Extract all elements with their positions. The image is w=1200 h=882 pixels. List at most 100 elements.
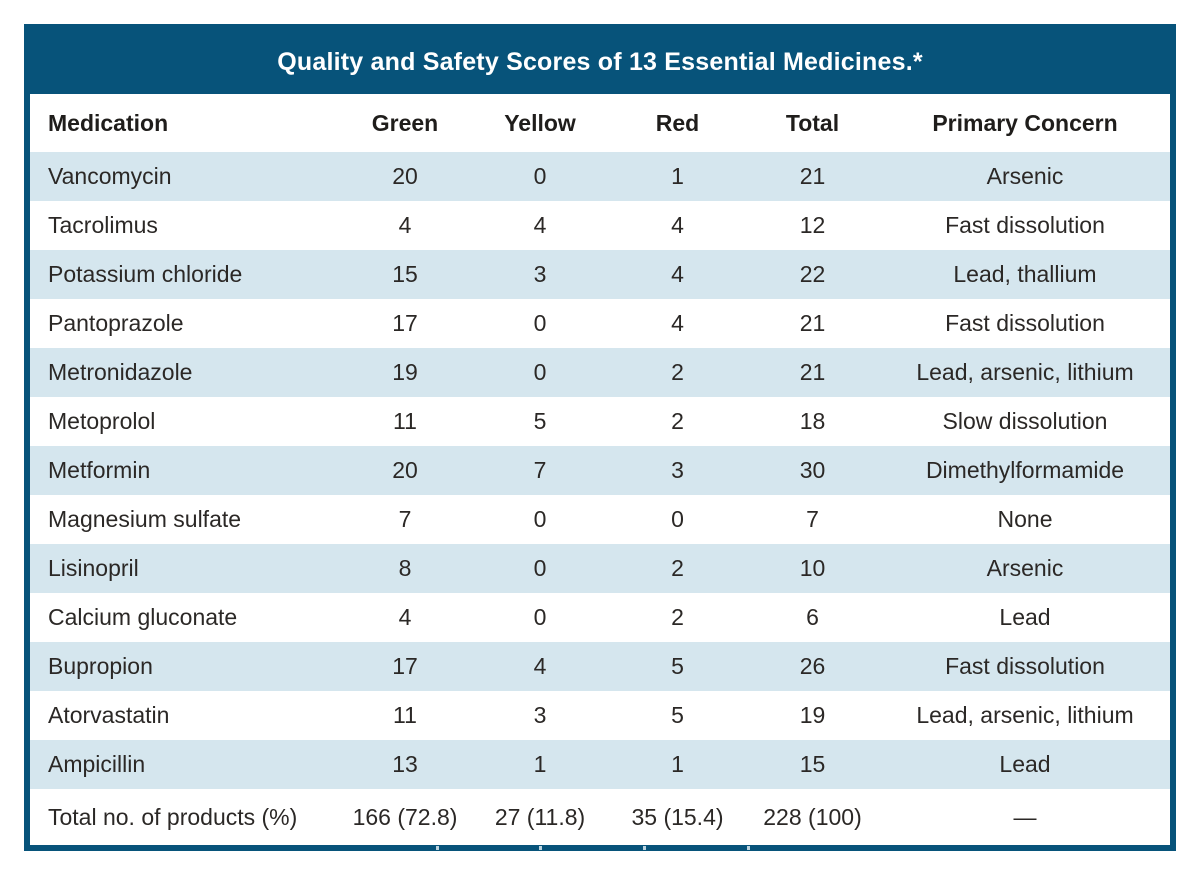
cell-red: 35 (15.4) <box>610 789 745 845</box>
table-row: Atorvastatin 11 3 5 19 Lead, arsenic, lithium <box>30 691 1170 740</box>
column-header-medication: Medication <box>30 94 340 152</box>
cell-primary-concern: Lead <box>880 593 1170 642</box>
table-row: Calcium gluconate 4 0 2 6 Lead <box>30 593 1170 642</box>
table-row: Magnesium sulfate 7 0 0 7 None <box>30 495 1170 544</box>
cell-total: 22 <box>745 250 880 299</box>
cell-primary-concern: — <box>880 789 1170 845</box>
cell-green: 17 <box>340 642 470 691</box>
cell-yellow: 4 <box>470 201 610 250</box>
cell-total: 228 (100) <box>745 789 880 845</box>
cell-total: 19 <box>745 691 880 740</box>
cell-medication: Lisinopril <box>30 544 340 593</box>
cell-green: 166 (72.8) <box>340 789 470 845</box>
cell-green: 19 <box>340 348 470 397</box>
cell-medication: Pantoprazole <box>30 299 340 348</box>
cell-total: 21 <box>745 299 880 348</box>
header-row: Medication Green Yellow Red Total Primar… <box>30 94 1170 152</box>
table-body: Vancomycin 20 0 1 21 Arsenic Tacrolimus 4 4 4 12 Fa… <box>30 152 1170 845</box>
cell-yellow: 3 <box>470 691 610 740</box>
table-row: Ampicillin 13 1 1 15 Lead <box>30 740 1170 789</box>
column-header-red: Red <box>610 94 745 152</box>
table-title-band: Quality and Safety Scores of 13 Essentia… <box>30 30 1170 94</box>
table-row: Metformin 20 7 3 30 Dimethylformamide <box>30 446 1170 495</box>
cell-total: 15 <box>745 740 880 789</box>
cell-red: 2 <box>610 544 745 593</box>
cell-yellow: 5 <box>470 397 610 446</box>
cell-yellow: 4 <box>470 642 610 691</box>
cell-medication: Metronidazole <box>30 348 340 397</box>
cell-red: 0 <box>610 495 745 544</box>
cell-red: 2 <box>610 593 745 642</box>
column-header-total: Total <box>745 94 880 152</box>
cell-total: 21 <box>745 348 880 397</box>
cell-yellow: 0 <box>470 495 610 544</box>
bottom-border-tick <box>436 846 439 850</box>
column-header-primary-concern: Primary Concern <box>880 94 1170 152</box>
cell-green: 4 <box>340 201 470 250</box>
medicines-table-card: Quality and Safety Scores of 13 Essentia… <box>24 24 1176 851</box>
cell-green: 20 <box>340 152 470 201</box>
table-row: Potassium chloride 15 3 4 22 Lead, thallium <box>30 250 1170 299</box>
cell-medication: Ampicillin <box>30 740 340 789</box>
cell-medication: Potassium chloride <box>30 250 340 299</box>
cell-green: 11 <box>340 397 470 446</box>
cell-green: 13 <box>340 740 470 789</box>
column-header-yellow: Yellow <box>470 94 610 152</box>
cell-total: 12 <box>745 201 880 250</box>
column-header-green: Green <box>340 94 470 152</box>
cell-yellow: 3 <box>470 250 610 299</box>
cell-red: 4 <box>610 250 745 299</box>
cell-green: 4 <box>340 593 470 642</box>
table-row: Metoprolol 11 5 2 18 Slow dissolution <box>30 397 1170 446</box>
total-row: Total no. of products (%) 166 (72.8) 27 (1… <box>30 789 1170 845</box>
cell-yellow: 0 <box>470 152 610 201</box>
bottom-border-tick <box>643 846 646 850</box>
cell-primary-concern: Lead, arsenic, lithium <box>880 691 1170 740</box>
cell-red: 1 <box>610 152 745 201</box>
cell-green: 20 <box>340 446 470 495</box>
cell-total: 7 <box>745 495 880 544</box>
cell-red: 2 <box>610 397 745 446</box>
cell-total: 26 <box>745 642 880 691</box>
cell-yellow: 0 <box>470 593 610 642</box>
cell-primary-concern: Lead <box>880 740 1170 789</box>
cell-primary-concern: None <box>880 495 1170 544</box>
cell-green: 15 <box>340 250 470 299</box>
cell-red: 4 <box>610 201 745 250</box>
table-row: Lisinopril 8 0 2 10 Arsenic <box>30 544 1170 593</box>
table-row: Pantoprazole 17 0 4 21 Fast dissolution <box>30 299 1170 348</box>
cell-medication: Metformin <box>30 446 340 495</box>
cell-primary-concern: Lead, thallium <box>880 250 1170 299</box>
cell-total: 10 <box>745 544 880 593</box>
cell-green: 17 <box>340 299 470 348</box>
cell-red: 5 <box>610 642 745 691</box>
cell-green: 8 <box>340 544 470 593</box>
cell-total: 6 <box>745 593 880 642</box>
cell-total: 18 <box>745 397 880 446</box>
cell-green: 11 <box>340 691 470 740</box>
cell-yellow: 0 <box>470 299 610 348</box>
cell-total: 21 <box>745 152 880 201</box>
cell-medication: Magnesium sulfate <box>30 495 340 544</box>
cell-primary-concern: Arsenic <box>880 544 1170 593</box>
cell-medication: Metoprolol <box>30 397 340 446</box>
table-row: Tacrolimus 4 4 4 12 Fast dissolution <box>30 201 1170 250</box>
cell-yellow: 0 <box>470 544 610 593</box>
bottom-border-tick <box>747 846 750 850</box>
cell-green: 7 <box>340 495 470 544</box>
cell-red: 4 <box>610 299 745 348</box>
cell-red: 1 <box>610 740 745 789</box>
cell-yellow: 1 <box>470 740 610 789</box>
cell-yellow: 0 <box>470 348 610 397</box>
table-title: Quality and Safety Scores of 13 Essentia… <box>277 47 923 76</box>
cell-yellow: 27 (11.8) <box>470 789 610 845</box>
cell-primary-concern: Fast dissolution <box>880 642 1170 691</box>
table-header: Medication Green Yellow Red Total Primar… <box>30 94 1170 152</box>
medicines-table: Medication Green Yellow Red Total Primar… <box>30 94 1170 845</box>
bottom-border-tick <box>539 846 542 850</box>
cell-red: 2 <box>610 348 745 397</box>
cell-red: 3 <box>610 446 745 495</box>
cell-medication: Tacrolimus <box>30 201 340 250</box>
table-row: Bupropion 17 4 5 26 Fast dissolution <box>30 642 1170 691</box>
